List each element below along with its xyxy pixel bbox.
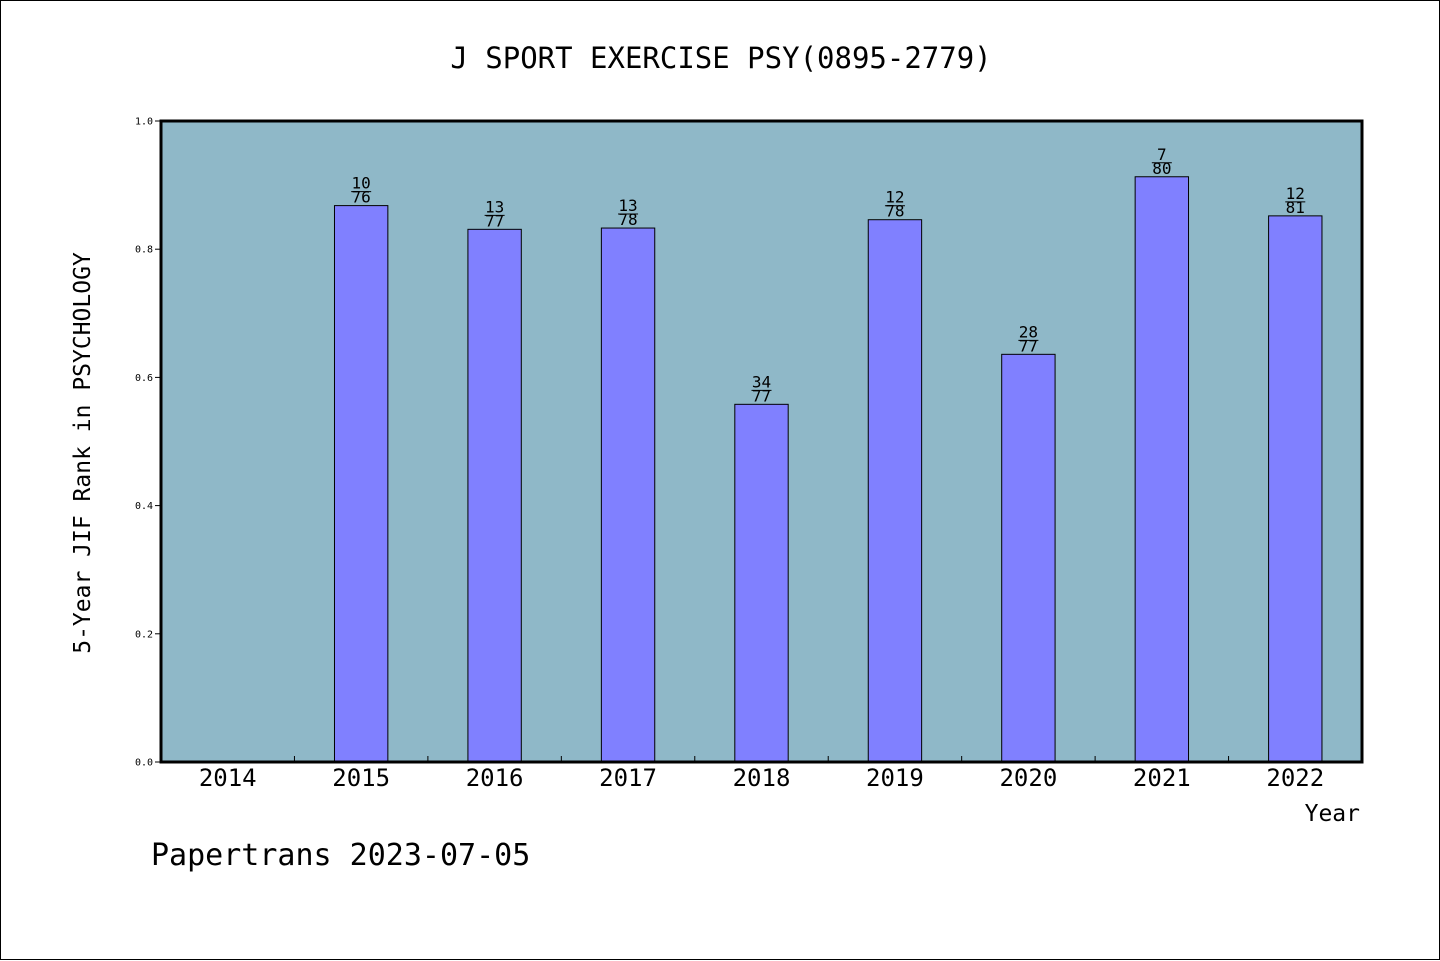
bar (734, 403, 789, 763)
x-axis-ticks: 2014 2015 2016 2017 2018 2019 2020 2021 2022 (199, 756, 1324, 792)
y-tick-label: 0.2 (135, 629, 153, 640)
bar-label-total: 77 (752, 386, 771, 405)
x-axis-label: Year (1305, 801, 1360, 827)
bar-label-rank: 10 (352, 174, 371, 193)
y-tick-label: 0.6 (135, 373, 153, 384)
bar-label-total: 76 (352, 188, 371, 207)
x-tick-label: 2014 (199, 764, 257, 792)
y-tick-label: 1.0 (135, 117, 153, 128)
y-tick-label: 0.0 (135, 758, 153, 769)
bar (1134, 176, 1190, 763)
bars-layer (333, 176, 1323, 763)
chart-title: J SPORT EXERCISE PSY(0895-2779) (450, 41, 991, 75)
bar-label-total: 78 (618, 210, 637, 229)
bar (600, 227, 656, 763)
bar-label-rank: 13 (618, 196, 637, 215)
bar (1001, 353, 1056, 763)
bar-label-rank: 28 (1019, 322, 1038, 341)
bar-label-total: 77 (1019, 336, 1038, 355)
bar-label-rank: 12 (1286, 184, 1305, 203)
bar-label-rank: 7 (1157, 145, 1167, 164)
bar (867, 219, 923, 763)
footer-text: Papertrans 2023-07-05 (151, 838, 530, 873)
bar-label-total: 80 (1152, 159, 1171, 178)
x-tick-label: 2016 (466, 764, 524, 792)
x-tick-label: 2019 (866, 764, 924, 792)
x-tick-label: 2020 (999, 764, 1057, 792)
bar-label-rank: 13 (485, 197, 504, 216)
x-tick-label: 2017 (599, 764, 657, 792)
bar (1268, 215, 1323, 763)
y-tick-label: 0.4 (135, 501, 153, 512)
bar-label-total: 77 (485, 211, 504, 230)
y-axis-ticks: 0.0 0.2 0.4 0.6 0.8 1.0 (135, 117, 161, 769)
bar-label-total: 78 (885, 202, 904, 221)
bar-label-total: 81 (1286, 198, 1305, 217)
x-tick-label: 2015 (332, 764, 390, 792)
plot-border (159, 119, 1364, 764)
bar-label-rank: 34 (752, 372, 771, 391)
bar-label-rank: 12 (885, 188, 904, 207)
x-tick-label: 2022 (1266, 764, 1324, 792)
bar (333, 205, 389, 763)
y-axis-label: 5-Year JIF Rank in PSYCHOLOGY (70, 252, 96, 654)
bar (467, 228, 522, 763)
y-tick-label: 0.8 (135, 245, 153, 256)
x-tick-label: 2021 (1133, 764, 1191, 792)
x-tick-label: 2018 (733, 764, 791, 792)
